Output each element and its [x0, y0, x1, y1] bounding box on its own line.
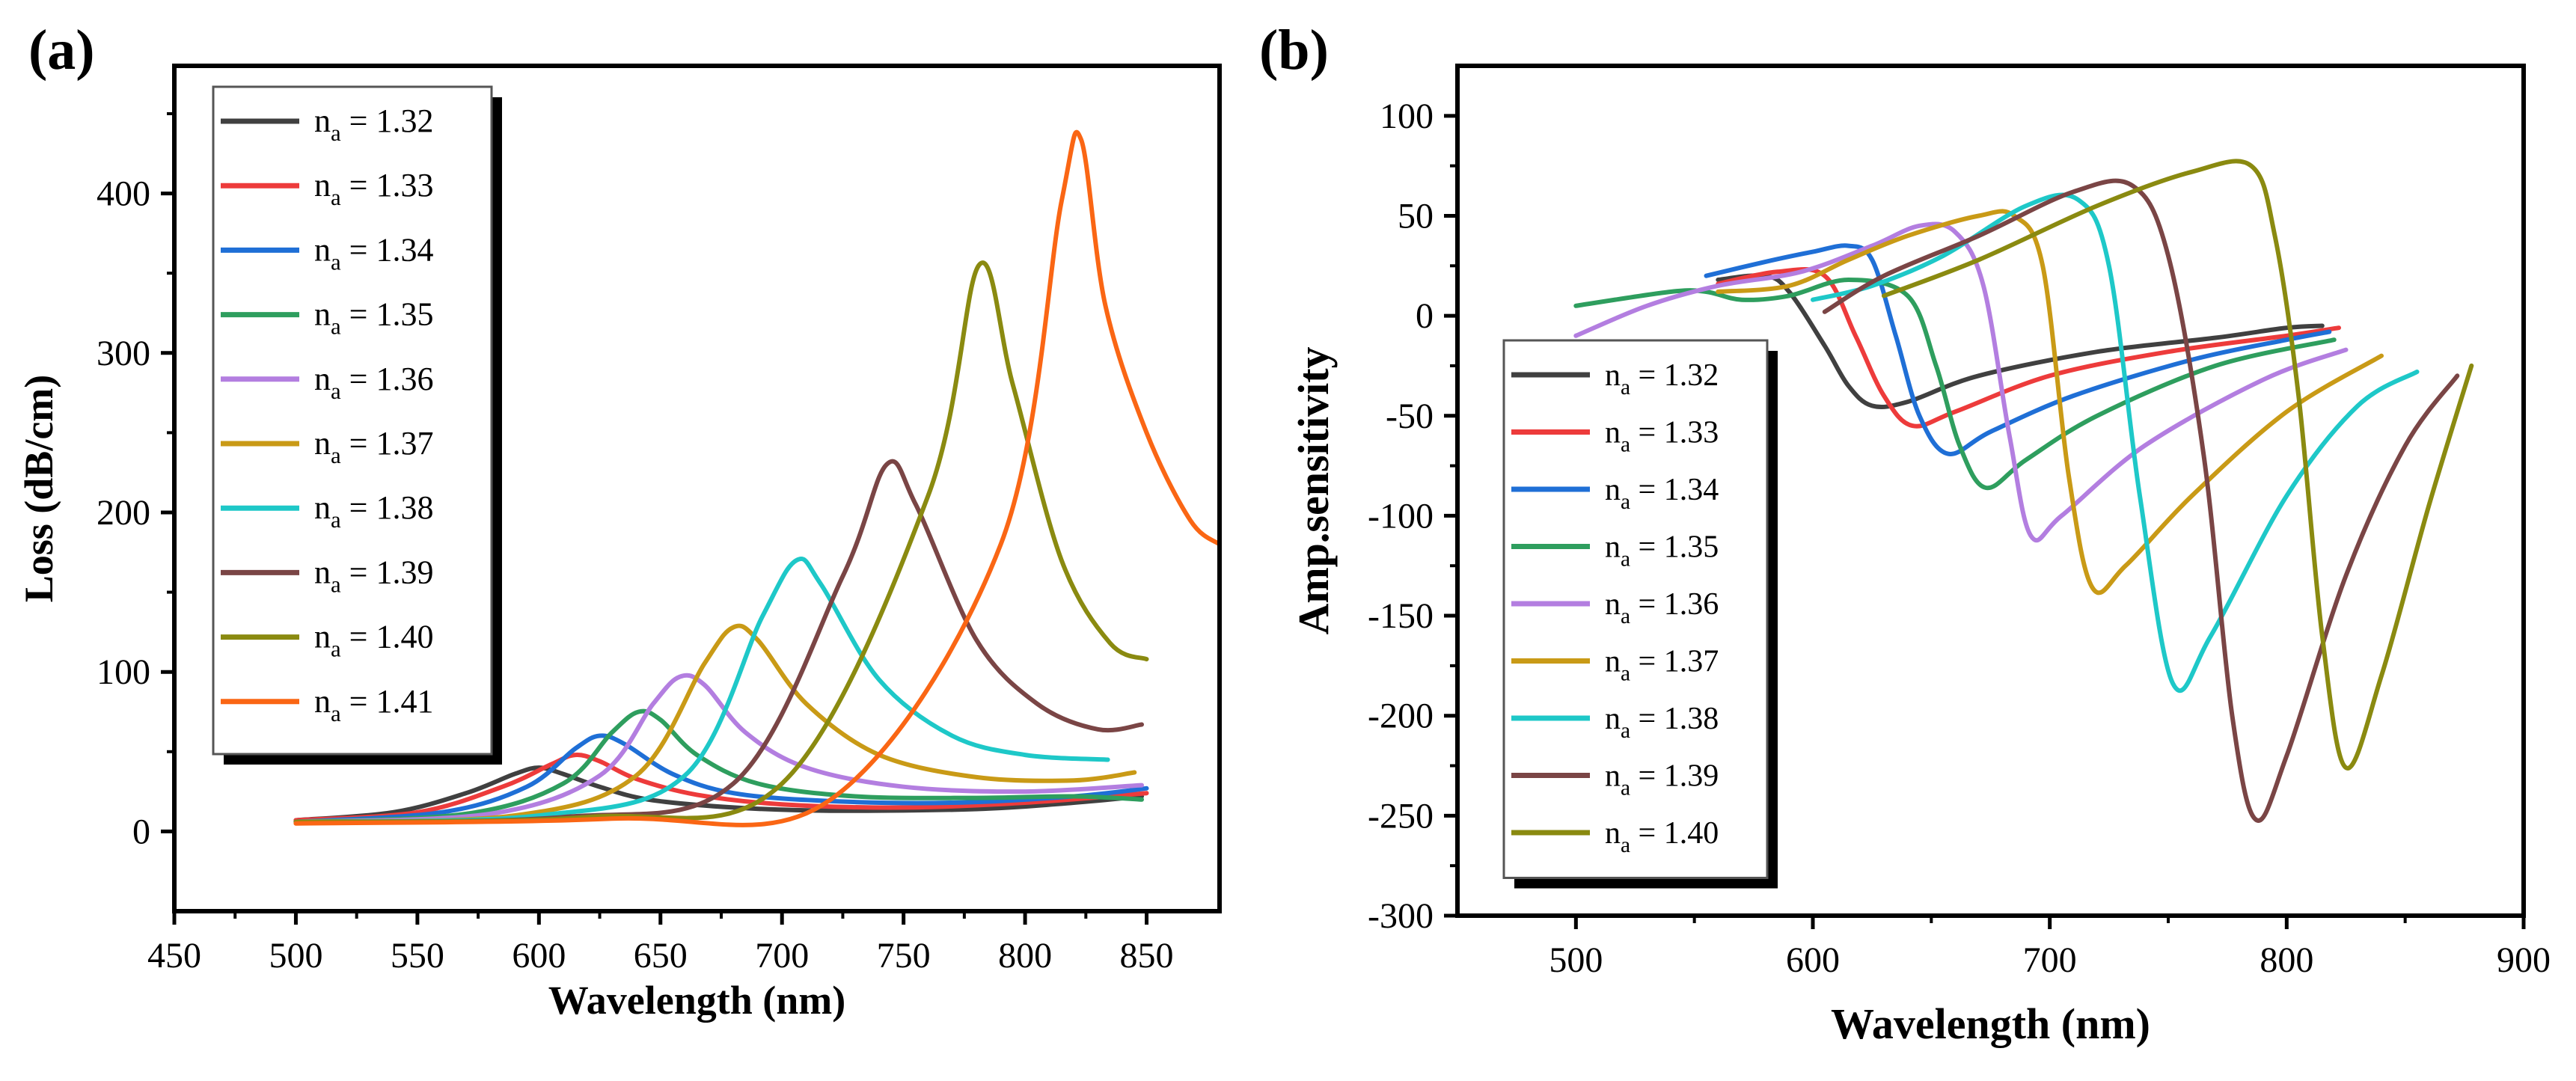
legend-entry: na = 1.41 [314, 683, 434, 726]
legend-entry: na = 1.36 [314, 361, 434, 404]
series-lines [1573, 159, 2474, 823]
x-axis-title: Wavelength (nm) [548, 978, 846, 1023]
legend-entry: na = 1.40 [1605, 816, 1719, 857]
x-tick-label: 900 [2497, 940, 2551, 980]
y-tick-label: -250 [1368, 796, 1434, 836]
series-line-4 [293, 708, 1144, 824]
legend-entry: na = 1.39 [1605, 759, 1719, 800]
legend-entry: na = 1.34 [1605, 473, 1719, 514]
legend-entry: na = 1.33 [1605, 416, 1719, 457]
y-tick-label: -150 [1368, 596, 1434, 636]
legend-entry: na = 1.38 [1605, 702, 1719, 743]
y-axis-title: Amp.sensitivity [1289, 346, 1338, 634]
series-line-8 [1822, 178, 2460, 823]
y-tick-label: 100 [1380, 97, 1434, 136]
legend-box [212, 85, 493, 756]
series-line-3 [293, 733, 1149, 824]
panel-label: (a) [28, 19, 95, 82]
legend-entry: na = 1.35 [314, 296, 434, 340]
x-axis-title: Wavelength (nm) [1831, 999, 2150, 1048]
series-line-6 [1716, 209, 2384, 595]
legend-entry: na = 1.32 [1605, 358, 1719, 399]
y-tick-label: 200 [97, 493, 150, 533]
x-tick-label: 550 [391, 936, 444, 976]
series-line-1 [1716, 273, 2325, 410]
y-tick-label: 0 [132, 812, 150, 851]
series-line-1 [293, 765, 1144, 823]
series-line-6 [293, 623, 1137, 824]
series-line-4 [1573, 278, 2337, 491]
legend-entry: na = 1.38 [314, 489, 434, 533]
x-tick-label: 600 [512, 936, 566, 976]
y-tick-label: 0 [1416, 296, 1434, 336]
x-tick-label: 650 [634, 936, 688, 976]
y-tick-label: 100 [97, 652, 150, 692]
legend-entry: na = 1.39 [314, 554, 434, 597]
x-tick-label: 450 [147, 936, 201, 976]
x-tick-label: 700 [755, 936, 809, 976]
legend: na = 1.32 na = 1.33 na = 1.34 na = 1.35 na =… [1502, 339, 1778, 889]
legend-entry: na = 1.35 [1605, 530, 1719, 572]
series-line-10 [293, 129, 1220, 827]
x-tick-label: 600 [1786, 940, 1840, 980]
x-tick-label: 750 [877, 936, 931, 976]
axes-frame [1455, 64, 2526, 918]
legend-entry: na = 1.32 [314, 102, 434, 146]
x-tick-label: 500 [269, 936, 322, 976]
series-line-3 [1704, 243, 2332, 456]
series-line-5 [1573, 221, 2349, 543]
x-tick-label: 800 [998, 936, 1052, 976]
x-tick-label: 800 [2260, 940, 2313, 980]
y-tick-label: 400 [97, 174, 150, 214]
x-tick-label: 500 [1549, 940, 1603, 980]
y-tick-label: -200 [1368, 696, 1434, 736]
panel-b: 500 600 700 800 900100500-50-100-150-200-250… [1259, 19, 2551, 1048]
series-line-9 [293, 260, 1149, 824]
legend-entry: na = 1.37 [314, 425, 434, 468]
y-tick-label: -50 [1386, 396, 1434, 436]
y-axis-title: Loss (dB/cm) [16, 375, 61, 603]
axes-frame [172, 64, 1222, 913]
legend-entry: na = 1.33 [314, 167, 434, 210]
y-tick-label: -100 [1368, 496, 1434, 536]
x-tick-label: 850 [1120, 936, 1174, 976]
y-tick-label: 300 [97, 334, 150, 373]
y-tick-label: 50 [1398, 196, 1434, 236]
legend-entry: na = 1.37 [1605, 645, 1719, 686]
series-line-9 [1882, 159, 2474, 771]
series-line-7 [293, 557, 1110, 824]
x-tick-label: 700 [2023, 940, 2077, 980]
legend-entry: na = 1.36 [1605, 587, 1719, 628]
y-tick-label: -300 [1368, 896, 1434, 936]
panel-a: 450 500 550 600 650 700 750 800 850 0 100 200 300 400… [16, 19, 1222, 1023]
legend: na = 1.32 na = 1.33 na = 1.34 na = 1.35 na =… [212, 85, 502, 765]
legend-entry: na = 1.40 [314, 619, 434, 662]
series-line-2 [293, 753, 1149, 823]
series-line-7 [1811, 192, 2420, 693]
panel-label: (b) [1259, 19, 1329, 82]
legend-entry: na = 1.34 [314, 231, 434, 275]
series-lines [293, 129, 1220, 827]
series-line-5 [293, 673, 1144, 824]
